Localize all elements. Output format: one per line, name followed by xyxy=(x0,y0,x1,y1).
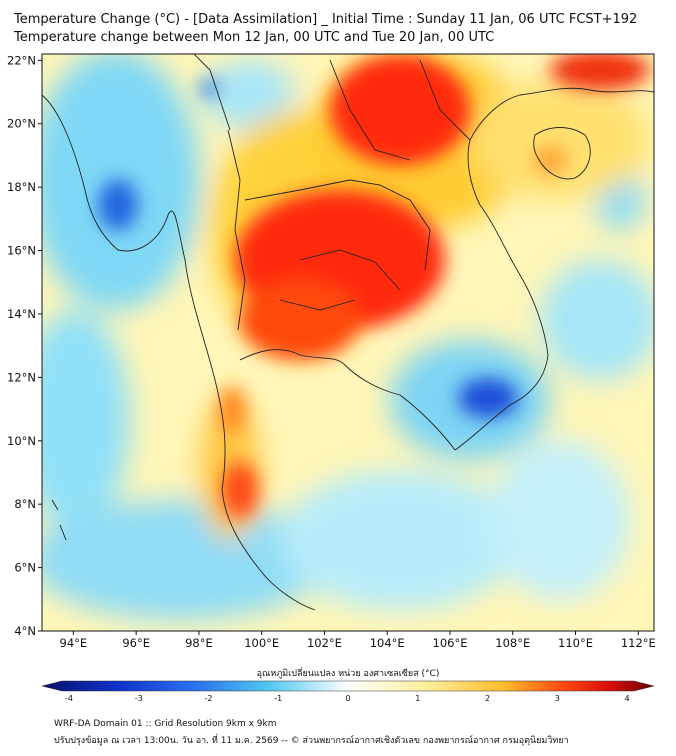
lon-tick-label: 98°E xyxy=(185,636,213,650)
lat-tick-label: 8°N xyxy=(14,497,36,511)
map-frame xyxy=(41,53,655,632)
lat-tick-label: 16°N xyxy=(7,244,36,258)
colorbar-tick-label: 2 xyxy=(485,694,490,703)
colorbar-ticks: -4 -3 -2 -1 0 1 2 3 4 xyxy=(65,694,630,703)
colorbar-tick-label: -2 xyxy=(205,694,213,703)
latitude-ticks: 4°N 6°N 8°N 10°N 12°N 14°N 16°N 18°N 20°N 22°N xyxy=(7,53,42,638)
footer-update-info: ปรับปรุงข้อมูล ณ เวลา 13:00น. วัน อา. ที… xyxy=(54,736,569,746)
lat-tick-label: 6°N xyxy=(14,561,36,575)
lat-tick-label: 14°N xyxy=(7,307,36,321)
lat-tick-label: 18°N xyxy=(7,180,36,194)
lat-tick-label: 4°N xyxy=(14,624,36,638)
lon-tick-label: 102°E xyxy=(307,636,342,650)
colorbar-tick-label: 3 xyxy=(555,694,560,703)
colorbar xyxy=(41,680,655,692)
lat-tick-label: 12°N xyxy=(7,370,36,384)
colorbar-tick-label: 4 xyxy=(624,694,629,703)
title-line-1: Temperature Change (°C) - [Data Assimila… xyxy=(14,12,638,27)
lon-tick-label: 106°E xyxy=(433,636,468,650)
temperature-field xyxy=(42,54,654,631)
lat-tick-label: 22°N xyxy=(7,53,36,67)
longitude-ticks: 94°E 96°E 98°E 100°E 102°E 104°E 106°E 108°E 110… xyxy=(60,631,656,650)
lon-tick-label: 94°E xyxy=(60,636,88,650)
colorbar-tick-label: -3 xyxy=(135,694,143,703)
lon-tick-label: 104°E xyxy=(370,636,405,650)
lon-tick-label: 112°E xyxy=(621,636,656,650)
lat-tick-label: 10°N xyxy=(7,434,36,448)
lat-tick-label: 20°N xyxy=(7,117,36,131)
colorbar-tick-label: 0 xyxy=(345,694,350,703)
title-line-2: Temperature change between Mon 12 Jan, 0… xyxy=(14,30,495,45)
colorbar-tick-label: -1 xyxy=(274,694,282,703)
temperature-change-map: 94°E 96°E 98°E 100°E 102°E 104°E 106°E 108°E 110… xyxy=(7,53,656,703)
lon-tick-label: 110°E xyxy=(558,636,593,650)
colorbar-title: อุณหภูมิเปลี่ยนแปลง หน่วย องศาเซลเซียส (… xyxy=(257,666,440,679)
lon-tick-label: 100°E xyxy=(244,636,279,650)
coastlines xyxy=(42,54,654,611)
footer-model-info: WRF-DA Domain 01 :: Grid Resolution 9km … xyxy=(54,719,277,729)
colorbar-tick-label: -4 xyxy=(65,694,73,703)
colorbar-tick-label: 1 xyxy=(415,694,420,703)
lon-tick-label: 108°E xyxy=(495,636,530,650)
lon-tick-label: 96°E xyxy=(122,636,150,650)
